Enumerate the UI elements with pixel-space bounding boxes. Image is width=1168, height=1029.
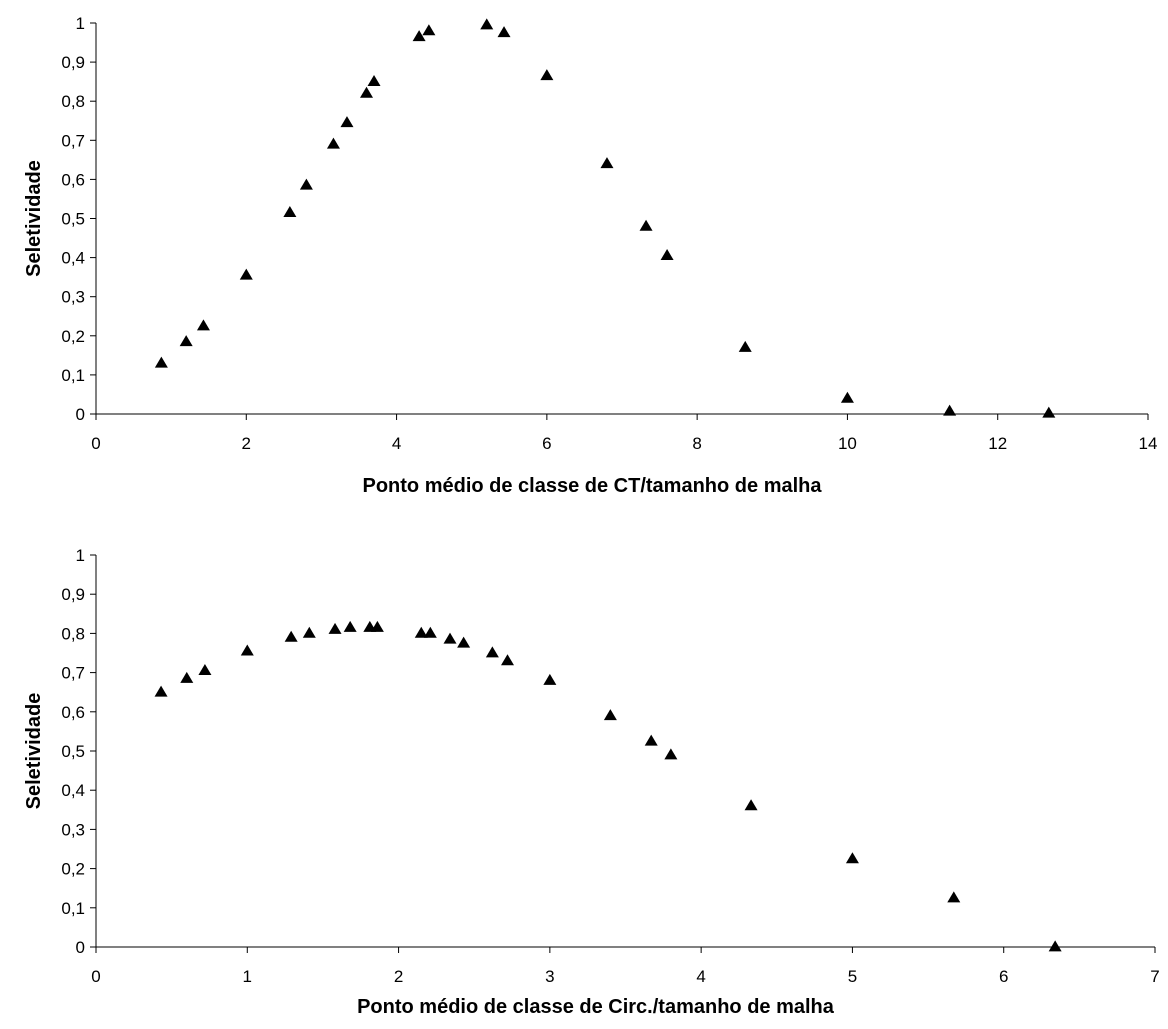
ct-selectivity-chart: 0 0,1 0,2 0,3 0,4 0,5 0,6 0,7 0,8 0,9 1 0 2 4 6 8 10 12 1… — [23, 14, 1157, 497]
data-point-triangle — [500, 654, 514, 666]
x-tick-label: 2 — [242, 434, 251, 453]
data-point-triangle — [414, 626, 428, 638]
y-tick-label: 0,7 — [61, 131, 85, 150]
x-tick-label: 2 — [394, 967, 403, 986]
y-tick-label: 0,9 — [61, 585, 85, 604]
x-tick-label: 1 — [243, 967, 252, 986]
y-tick-label: 0,2 — [61, 860, 85, 879]
x-tick-label: 10 — [838, 434, 857, 453]
data-point-triangle — [326, 137, 340, 149]
x-tick-label: 0 — [91, 967, 100, 986]
y-tick-label: 0 — [76, 938, 85, 957]
y-axis-title: Seletividade — [23, 693, 45, 810]
data-point-triangle — [343, 620, 357, 632]
y-tick-label: 0,1 — [61, 899, 85, 918]
data-point-triangle — [660, 249, 674, 261]
data-point-triangle — [302, 626, 316, 638]
y-tick-labels: 0 0,1 0,2 0,3 0,4 0,5 0,6 0,7 0,8 0,9 1 — [61, 14, 85, 424]
x-tick-label: 14 — [1139, 434, 1158, 453]
y-tick-label: 0,4 — [61, 781, 85, 800]
data-point-triangle — [154, 685, 168, 697]
x-axis-title: Ponto médio de classe de CT/tamanho de m… — [363, 475, 823, 497]
data-point-triangle — [283, 206, 297, 218]
y-tick-label: 0,8 — [61, 624, 85, 643]
data-point-triangle — [154, 356, 168, 368]
y-tick-label: 0,7 — [61, 664, 85, 683]
data-point-triangle — [422, 24, 436, 36]
x-tick-label: 6 — [542, 434, 551, 453]
y-tick-label: 0,2 — [61, 327, 85, 346]
data-point-triangle — [644, 734, 658, 746]
data-point-triangle — [457, 636, 471, 648]
data-points — [154, 18, 1056, 418]
data-point-triangle — [947, 891, 961, 903]
data-point-triangle — [485, 646, 499, 658]
data-point-triangle — [328, 622, 342, 634]
x-tick-label: 7 — [1150, 967, 1159, 986]
y-tick-label: 0,3 — [61, 288, 85, 307]
data-point-triangle — [239, 268, 253, 280]
data-point-triangle — [179, 335, 193, 347]
y-tick-label: 0,3 — [61, 820, 85, 839]
x-tick-label: 12 — [988, 434, 1007, 453]
data-point-triangle — [600, 157, 614, 169]
y-tick-label: 0,8 — [61, 92, 85, 111]
y-tick-label: 0,5 — [61, 210, 85, 229]
x-tick-label: 8 — [692, 434, 701, 453]
y-tick-label: 0,9 — [61, 53, 85, 72]
x-tick-labels: 0 2 4 6 8 10 12 14 — [91, 434, 1157, 453]
y-tick-label: 1 — [76, 14, 85, 33]
data-point-triangle — [664, 748, 678, 760]
y-axis-title: Seletividade — [23, 160, 45, 277]
x-tick-label: 4 — [696, 967, 705, 986]
data-point-triangle — [423, 626, 437, 638]
data-point-triangle — [412, 30, 426, 42]
y-tick-label: 0,5 — [61, 742, 85, 761]
data-point-triangle — [543, 673, 557, 685]
data-points — [154, 620, 1062, 952]
circ-selectivity-chart: 0 0,1 0,2 0,3 0,4 0,5 0,6 0,7 0,8 0,9 1 0 1 2 3 4 5 6 7 P… — [23, 546, 1160, 1018]
data-point-triangle — [360, 86, 374, 98]
data-point-triangle — [1048, 940, 1062, 952]
data-point-triangle — [284, 630, 298, 642]
axes — [90, 22, 1149, 420]
y-tick-label: 0,4 — [61, 249, 85, 268]
x-tick-label: 0 — [91, 434, 100, 453]
y-tick-label: 0,1 — [61, 366, 85, 385]
data-point-triangle — [480, 18, 494, 30]
y-tick-label: 0 — [76, 405, 85, 424]
axes — [90, 554, 1156, 953]
data-point-triangle — [299, 178, 313, 190]
data-point-triangle — [198, 664, 212, 676]
data-point-triangle — [340, 116, 354, 128]
data-point-triangle — [840, 391, 854, 403]
data-point-triangle — [540, 69, 554, 81]
data-point-triangle — [240, 644, 254, 656]
data-point-triangle — [367, 75, 381, 87]
y-tick-label: 1 — [76, 546, 85, 565]
data-point-triangle — [497, 26, 511, 38]
data-point-triangle — [180, 671, 194, 683]
x-tick-label: 3 — [545, 967, 554, 986]
data-point-triangle — [443, 632, 457, 644]
y-tick-label: 0,6 — [61, 170, 85, 189]
data-point-triangle — [639, 219, 653, 231]
x-tick-label: 4 — [392, 434, 401, 453]
data-point-triangle — [744, 799, 758, 811]
x-axis-title: Ponto médio de classe de Circ./tamanho d… — [357, 996, 835, 1018]
y-tick-labels: 0 0,1 0,2 0,3 0,4 0,5 0,6 0,7 0,8 0,9 1 — [61, 546, 85, 957]
data-point-triangle — [1042, 406, 1056, 418]
data-point-triangle — [738, 340, 752, 352]
data-point-triangle — [370, 620, 384, 632]
data-point-triangle — [196, 319, 210, 331]
y-tick-label: 0,6 — [61, 703, 85, 722]
data-point-triangle — [943, 404, 957, 416]
data-point-triangle — [603, 709, 617, 721]
x-tick-label: 5 — [848, 967, 857, 986]
data-point-triangle — [845, 852, 859, 864]
x-tick-label: 6 — [999, 967, 1008, 986]
x-tick-labels: 0 1 2 3 4 5 6 7 — [91, 967, 1159, 986]
